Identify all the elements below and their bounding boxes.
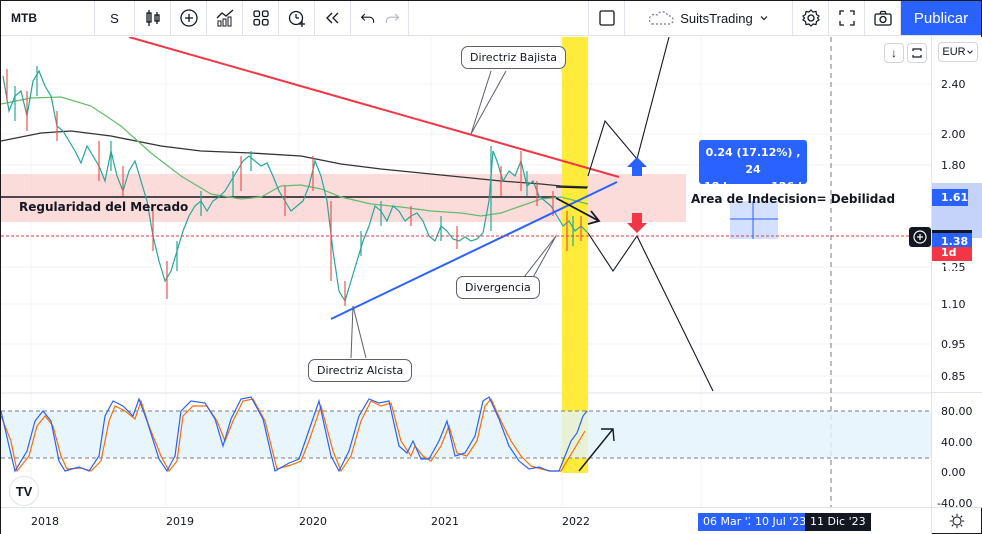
chevron-down-icon [760,16,768,21]
chart-pane[interactable]: Directriz Bajista Directriz Alcista Dive… [1,37,931,507]
label-regularidad[interactable]: Regularidad del Mercado [19,200,189,214]
oscillator-label: -40.00 [937,497,973,510]
price-label: 2.00 [941,128,966,141]
sun-settings-icon [949,513,965,529]
toolbar-spacer [409,1,589,35]
cloud-layout-icon [649,11,674,25]
compare-symbol-button[interactable] [171,1,207,35]
reset-scale-button[interactable] [907,43,927,63]
price-label: 1.25 [941,261,966,274]
time-label: 2019 [166,515,194,528]
callout-directriz-bajista[interactable]: Directriz Bajista [461,46,566,69]
plus-circle-icon [913,230,927,244]
layout-menu-button[interactable]: SuitsTrading [625,1,793,35]
interval-label: S [110,10,119,26]
currency-select[interactable]: EUR [938,42,978,62]
replay-button[interactable] [315,1,351,35]
reset-scale-icon [912,48,922,58]
label-area-indecision[interactable]: Area de Indecision= Debilidad [691,192,896,206]
indicators-icon [216,9,233,27]
cursor-date-chip: 11 Dic '23 [805,513,871,531]
camera-icon [873,10,892,26]
layout-name: SuitsTrading [680,10,753,26]
chart-settings-corner[interactable] [931,507,982,534]
price-chart-canvas[interactable] [1,37,931,507]
select-layout-button[interactable] [589,1,625,35]
time-label: 2022 [562,515,590,528]
price-label: 0.95 [941,338,966,351]
arrow-down-icon: ↓ [891,46,897,60]
tv-logo-text: TV [15,483,33,499]
templates-button[interactable] [243,1,279,35]
price-label: 0.85 [941,370,966,383]
fullscreen-button[interactable] [829,1,865,35]
tradingview-logo[interactable]: TV [9,476,39,506]
alert-button[interactable] [279,1,315,35]
snapshot-button[interactable] [865,1,901,35]
undo-redo-group [351,1,409,35]
oscillator-label: 40.00 [941,436,973,449]
range-end-chip: 10 Jul '23 [750,513,812,531]
symbol-search-button[interactable]: MTB [1,1,95,35]
measure-tooltip: 0.24 (17.12%) , 24 18 barras, 126d [699,140,807,193]
indicators-button[interactable] [207,1,243,35]
measure-top-tag: 1.61 [932,189,968,206]
settings-icon [801,9,820,27]
price-axis[interactable]: EUR 2.40 2.00 1.80 1.25 1.10 0.95 0.85 1… [931,37,982,510]
chevron-down-icon [966,50,973,54]
symbol-label: MTB [11,11,37,25]
last-price-tag: 1.38 [932,230,972,248]
oscillator-label: 0.00 [941,466,966,479]
price-label: 1.80 [941,159,966,172]
rectangle-icon [598,10,615,26]
fullscreen-icon [838,10,855,26]
time-axis[interactable]: 2018 2019 2020 2021 2022 06 Mar '23 10 J… [1,507,931,534]
price-label: 2.40 [941,78,966,91]
callout-divergencia[interactable]: Divergencia [456,276,540,299]
redo-icon[interactable] [384,10,400,26]
publish-button[interactable]: Publicar [901,1,981,35]
scroll-to-realtime-button[interactable]: ↓ [884,43,904,63]
chart-type-button[interactable] [135,1,171,35]
pane-separator[interactable] [932,392,982,393]
oscillator-label: 80.00 [941,405,973,418]
range-start-chip: 06 Mar '23 [698,513,750,531]
measure-line-2: 18 barras, 126d [703,180,803,193]
undo-icon[interactable] [360,10,376,26]
alert-icon [288,10,305,27]
time-label: 2018 [31,515,59,528]
callout-directriz-alcista[interactable]: Directriz Alcista [308,359,413,382]
interval-button[interactable]: S [95,1,135,35]
measure-line-1: 0.24 (17.12%) , 24 [705,146,801,176]
publish-label: Publicar [913,9,969,27]
time-label: 2020 [299,515,327,528]
replay-icon [325,12,338,24]
templates-icon [252,10,269,26]
add-alert-plus-button[interactable] [909,227,931,247]
time-label: 2021 [431,515,459,528]
currency-label: EUR [942,46,966,58]
candles-icon [145,10,160,26]
add-indicator-icon [179,9,198,27]
price-label: 1.10 [941,298,966,311]
settings-button[interactable] [793,1,829,35]
top-toolbar: MTB S SuitsTr [1,1,981,36]
